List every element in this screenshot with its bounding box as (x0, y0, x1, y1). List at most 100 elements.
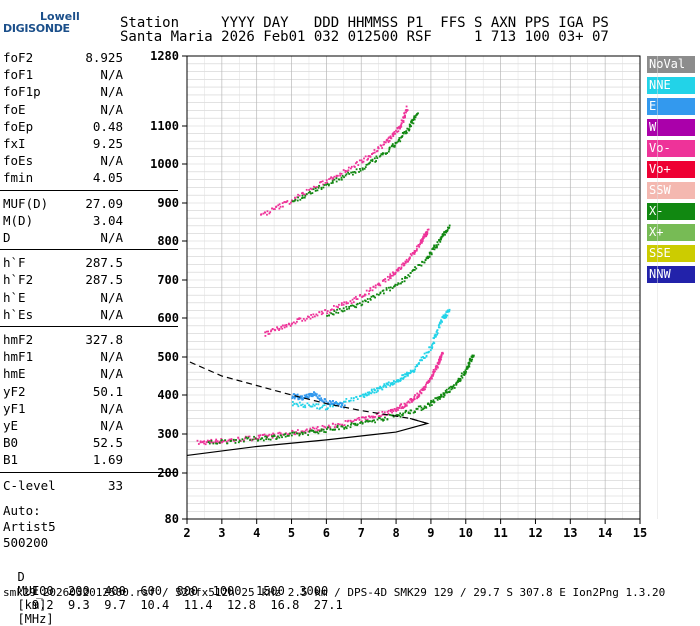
trace-point (405, 409, 408, 412)
trace-point (302, 398, 304, 400)
trace-point (408, 123, 411, 126)
trace-point (265, 438, 268, 441)
trace-point (257, 434, 260, 437)
trace-point (302, 317, 305, 320)
trace-point (338, 428, 340, 431)
trace-point (320, 310, 323, 313)
trace-point (280, 434, 282, 437)
trace-point (316, 314, 319, 317)
footer-info: smk29_2026032012500.rsf / 520fx512h 25 k… (3, 586, 666, 599)
trace-point (340, 178, 343, 181)
trace-point (387, 150, 390, 153)
trace-point (330, 312, 333, 315)
trace-point (433, 401, 435, 404)
trace-point (367, 420, 370, 423)
trace-point (356, 398, 359, 400)
trace-point (247, 435, 250, 438)
trace-point (371, 160, 374, 163)
trace-point (359, 293, 362, 296)
trace-point (310, 393, 313, 396)
trace-point (452, 385, 454, 388)
trace-point (380, 386, 382, 389)
trace-point (402, 132, 405, 135)
trace-point (300, 396, 303, 399)
trace-point (376, 157, 379, 159)
trace-point (458, 378, 461, 381)
x-tick-label: 9 (427, 526, 434, 540)
trace-point (238, 438, 241, 441)
trace-point (405, 130, 408, 133)
trace-point (406, 276, 408, 279)
trace-point (395, 141, 398, 144)
trace-point (298, 194, 301, 197)
trace-point (415, 407, 418, 410)
trace-point (387, 412, 390, 415)
trace-point (388, 136, 391, 139)
trace-point (269, 211, 272, 213)
trace-point (388, 286, 390, 289)
trace-point (351, 304, 354, 307)
trace-point (420, 242, 423, 244)
trace-point (420, 359, 423, 362)
trace-point (414, 368, 416, 371)
muf-value: 11.4 (183, 598, 213, 612)
trace-point (440, 358, 442, 361)
trace-point (375, 413, 378, 416)
trace-point (377, 293, 380, 296)
trace-point (389, 289, 391, 292)
param-value: 3.04 (92, 212, 123, 228)
trace-point (343, 176, 345, 179)
trace-point (244, 437, 246, 440)
trace-point (286, 435, 289, 437)
trace-point (405, 105, 408, 108)
trace-point (296, 196, 299, 199)
trace-point (358, 302, 361, 305)
trace-point (258, 436, 261, 439)
trace-1 (207, 354, 475, 445)
trace-point (289, 324, 292, 327)
trace-point (361, 303, 364, 306)
trace-point (397, 282, 400, 285)
muf-value: 12.8 (227, 598, 256, 612)
trace-point (347, 419, 350, 422)
trace-point (360, 159, 363, 162)
trace-point (347, 166, 350, 169)
trace-point (368, 292, 370, 295)
trace-point (447, 309, 450, 312)
trace-point (387, 141, 390, 144)
trace-point (371, 153, 373, 156)
trace-point (398, 414, 401, 417)
trace-point (415, 113, 418, 116)
trace-point (340, 309, 343, 312)
trace-point (445, 388, 448, 391)
trace-point (313, 431, 316, 433)
trace-point (377, 147, 380, 150)
param-name: fxI (3, 136, 26, 151)
param-fof1: foF1 N/A (3, 67, 123, 83)
trace-point (321, 424, 324, 427)
trace-point (411, 120, 413, 123)
trace-point (435, 331, 438, 333)
trace-point (436, 332, 439, 335)
trace-point (328, 314, 330, 317)
trace-point (408, 257, 411, 260)
trace-point (307, 396, 310, 399)
trace-point (405, 111, 407, 114)
param-name: D (3, 230, 11, 245)
trace-point (403, 375, 406, 378)
trace-point (411, 270, 414, 272)
y-tick-label: 80 (165, 512, 179, 526)
trace-point (318, 394, 321, 397)
trace-point (413, 269, 416, 271)
trace-point (410, 125, 412, 128)
trace-point (394, 283, 397, 286)
trace-point (270, 329, 273, 332)
legend-item-nne: NNE (647, 77, 695, 94)
trace-point (323, 401, 325, 403)
trace-point (362, 160, 365, 163)
trace-point (324, 182, 327, 184)
param-mufd: MUF(D) 27.09 (3, 196, 123, 212)
trace-point (301, 319, 304, 322)
trace-point (359, 168, 361, 170)
trace-point (415, 245, 418, 248)
